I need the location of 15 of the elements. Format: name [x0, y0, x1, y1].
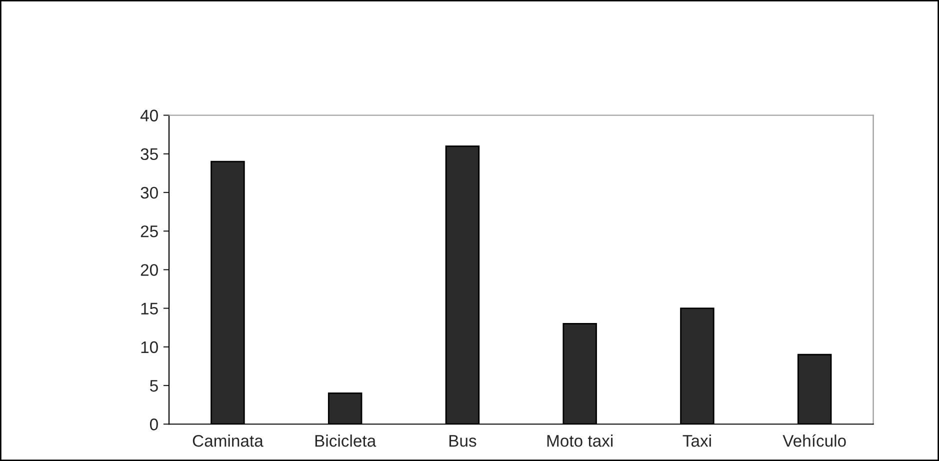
- y-tick-label: 20: [140, 264, 158, 276]
- y-tick-label: 35: [140, 148, 158, 160]
- y-tick-label: 40: [140, 110, 158, 122]
- x-tick-label: Caminata: [192, 434, 264, 447]
- y-tick-label: 0: [150, 418, 158, 430]
- y-tick-label: 25: [140, 225, 158, 238]
- y-tick-label: 15: [141, 302, 158, 314]
- y-tick-label: 10: [141, 341, 158, 354]
- x-tick-label: Moto taxi: [547, 434, 613, 447]
- y-tick-label: 30: [140, 186, 158, 199]
- x-tick-label: Taxi: [682, 434, 711, 447]
- x-tick-label: Bicicleta: [315, 434, 376, 447]
- x-tick-label: Bus: [449, 435, 476, 447]
- y-tick-label: 5: [150, 380, 158, 392]
- x-tick-label: Vehículo: [782, 434, 846, 447]
